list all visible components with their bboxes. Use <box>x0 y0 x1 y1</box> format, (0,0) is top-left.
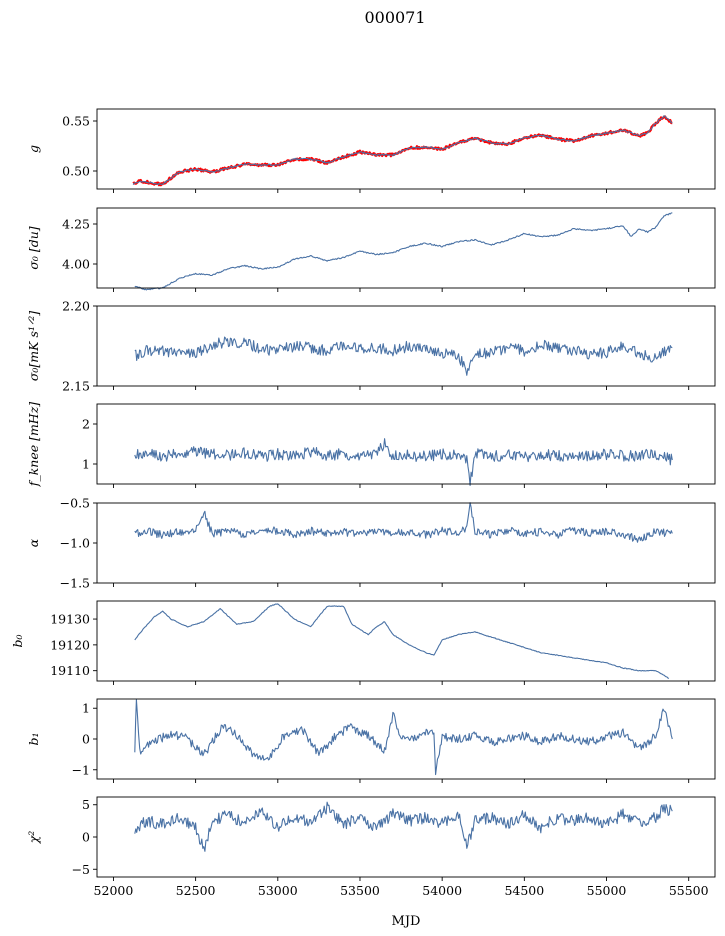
y-tick-label: 2.15 <box>62 379 90 394</box>
series-line-1 <box>134 699 673 776</box>
x-tick-label: 52500 <box>176 883 216 898</box>
x-tick-label: 55000 <box>587 883 627 898</box>
x-axis-label: MJD <box>392 914 421 929</box>
y-axis-label: α <box>26 538 41 547</box>
panel-7: −1 0 1 b₁ <box>26 698 716 783</box>
series-line-2 <box>132 115 673 186</box>
series-line-1 <box>134 502 673 543</box>
panels: 0.50 0.55 g 4.00 4.25 σ₀ [du] 2.15 2.20 σ₀[mK s¹… <box>10 108 716 898</box>
axes-frame <box>96 600 716 682</box>
axes-frame <box>96 305 716 387</box>
panel-3: 2.15 2.20 σ₀[mK s¹ᐟ²] <box>26 299 716 394</box>
y-tick-label: 5 <box>82 797 90 812</box>
y-axis-label: g <box>26 145 41 153</box>
figure-title: 000071 <box>364 8 425 27</box>
panel-6: 19110 19120 19130 b₀ <box>10 600 716 685</box>
y-tick-label: 1 <box>82 457 90 472</box>
series-line-1 <box>134 801 673 852</box>
axes-frame <box>96 796 716 878</box>
axes-frame <box>96 108 716 190</box>
panel-2: 4.00 4.25 σ₀ [du] <box>26 207 716 292</box>
x-tick-label: 55500 <box>669 883 709 898</box>
series-line-1 <box>134 438 673 486</box>
y-tick-label: −5 <box>72 862 90 877</box>
y-tick-label: 19110 <box>50 663 90 678</box>
y-tick-label: −1.0 <box>60 536 90 551</box>
y-tick-label: −1 <box>72 762 90 777</box>
series-line-1 <box>134 212 673 291</box>
series-line-1 <box>134 336 673 376</box>
y-tick-label: 2.20 <box>62 299 90 314</box>
panel-8: −5 0 5 52000 52500 53000 53500 54000 54500 55000 5… <box>26 796 716 898</box>
y-tick-label: 4.00 <box>62 257 90 272</box>
y-axis-label: σ₀ [du] <box>26 226 41 269</box>
series-line-1 <box>134 603 670 679</box>
axes-frame <box>96 502 716 584</box>
x-tick-label: 54000 <box>422 883 462 898</box>
y-axis-label: σ₀[mK s¹ᐟ²] <box>26 311 41 381</box>
y-tick-label: −1.5 <box>60 576 90 591</box>
y-tick-label: 0.55 <box>62 114 90 129</box>
y-tick-label: 19120 <box>50 637 90 652</box>
y-tick-label: 2 <box>82 417 90 432</box>
y-tick-label: 0 <box>82 732 90 747</box>
y-axis-label: b₀ <box>10 634 25 647</box>
axes-frame <box>96 207 716 289</box>
x-tick-label: 54500 <box>504 883 544 898</box>
y-tick-label: 19130 <box>50 612 90 627</box>
y-axis-label: f_knee [mHz] <box>26 402 41 487</box>
y-tick-label: −0.5 <box>60 496 90 511</box>
y-tick-label: 0.50 <box>62 164 90 179</box>
y-axis-label: b₁ <box>26 732 41 745</box>
y-tick-label: 4.25 <box>62 217 90 232</box>
y-tick-label: 0 <box>82 830 90 845</box>
x-tick-label: 53500 <box>340 883 380 898</box>
panel-4: 1 2 f_knee [mHz] <box>26 402 716 488</box>
panel-5: −1.5 −1.0 −0.5 α <box>26 496 716 591</box>
axes-frame <box>96 403 716 485</box>
x-tick-label: 53000 <box>258 883 298 898</box>
x-tick-label: 52000 <box>94 883 134 898</box>
y-axis-label: χ² <box>26 831 41 845</box>
y-tick-label: 1 <box>82 701 90 716</box>
panel-1: 0.50 0.55 g <box>26 108 716 193</box>
